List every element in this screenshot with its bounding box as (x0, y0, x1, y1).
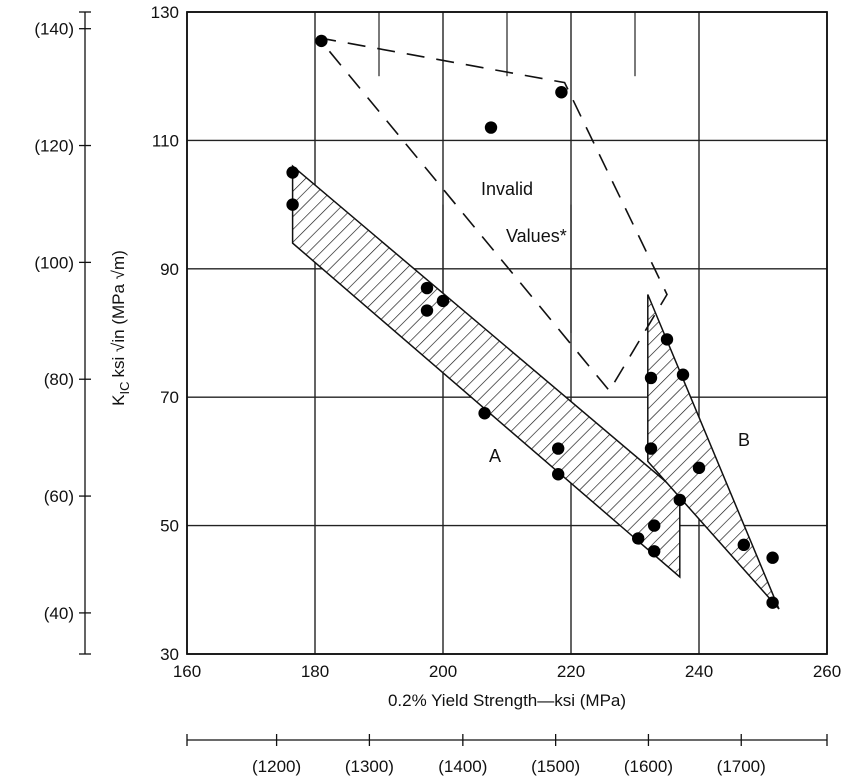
data-point (766, 596, 779, 609)
data-point (484, 121, 498, 134)
mpa-tick-label: (1500) (531, 757, 580, 776)
invalid-label-line1: Invalid (481, 179, 533, 199)
data-point (632, 532, 645, 545)
data-point (555, 86, 568, 99)
x-axis-title: 0.2% Yield Strength—ksi (MPa) (388, 691, 626, 710)
mpa-tick-label: (1300) (345, 757, 394, 776)
data-point (552, 442, 565, 455)
y-tick-label: 30 (160, 645, 179, 664)
plot-frame (186, 11, 828, 655)
data-point (286, 198, 299, 211)
y-tick-label: 130 (151, 3, 179, 22)
band-a-label: A (489, 446, 501, 466)
mpa-tick-label: (1700) (717, 757, 766, 776)
mpa-tick-label: (1400) (438, 757, 487, 776)
x-tick-label: 240 (685, 662, 713, 681)
si-tick-label: (100) (34, 253, 74, 272)
y-tick-label: 90 (160, 260, 179, 279)
data-point (648, 545, 661, 558)
data-point (673, 493, 686, 507)
y-tick-label: 70 (160, 388, 179, 407)
data-point (478, 407, 491, 420)
x-tick-label: 220 (557, 662, 585, 681)
data-point (644, 442, 658, 455)
svg-text:KICksi √in (MPa √m): KIC ksi √in (MPa √m) (109, 250, 132, 406)
si-tick-label: (60) (44, 487, 74, 506)
data-point (766, 551, 779, 564)
data-point (737, 538, 750, 552)
data-point (420, 304, 434, 317)
grid (186, 11, 828, 655)
data-point (692, 461, 706, 475)
mpa-tick-label: (1200) (252, 757, 301, 776)
data-point (644, 371, 658, 385)
data-point (436, 294, 450, 308)
si-tick-label: (120) (34, 137, 74, 156)
y-tick-label: 50 (160, 517, 179, 536)
y-tick-label: 110 (152, 131, 179, 150)
data-point (286, 166, 299, 179)
tick-labels: 160 180 200 220 240 260 30 50 70 90 110 130 (151, 3, 842, 681)
si-tick-label: (40) (44, 604, 74, 623)
band-a-polygon (291, 164, 681, 579)
data-point (420, 281, 434, 295)
data-point (552, 468, 565, 481)
si-tick-label: (80) (44, 370, 74, 389)
x-tick-label: 180 (301, 662, 329, 681)
data-point (676, 368, 690, 381)
si-tick-label: (140) (34, 20, 74, 39)
y-axis-title-sub: IC (117, 381, 132, 394)
invalid-region (317, 36, 668, 393)
y-axis-title-rest: ksi √in (MPa √m) (109, 250, 128, 377)
y-axis-title-k: K (109, 394, 128, 406)
y-axis-title: KIC ksi √in (MPa √m) (109, 250, 132, 406)
x-tick-label: 160 (173, 662, 201, 681)
x-tick-label: 200 (429, 662, 457, 681)
data-point (648, 519, 661, 532)
data-point (660, 333, 674, 346)
data-point (315, 34, 328, 48)
annotations: A B Invalid Values* 0.2% Yield Strength—… (109, 179, 750, 710)
mpa-tick-label: (1600) (624, 757, 673, 776)
invalid-label-line2: Values* (506, 226, 567, 246)
secondary-axes: (1200) (1300) (1400) (1500) (1600) (1700) (40)… (34, 11, 828, 776)
band-b-label: B (738, 430, 750, 450)
x-tick-label: 260 (813, 662, 841, 681)
data-points (286, 34, 779, 609)
invalid-region-outline (317, 36, 668, 393)
